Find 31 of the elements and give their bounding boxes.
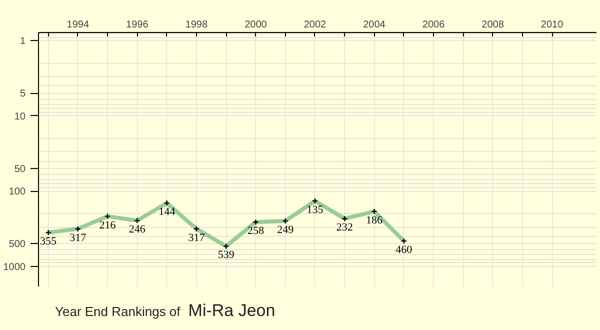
x-tick-label: 1994: [66, 20, 90, 30]
x-tick-label: 2010: [540, 20, 564, 30]
x-tick-label: 1996: [126, 20, 149, 30]
text: Mi-Ra Jeon: [188, 301, 276, 320]
x-tick-label: 2002: [304, 20, 327, 30]
data-label: 317: [188, 232, 206, 244]
y-tick-label: 50: [14, 164, 26, 175]
data-label: 216: [99, 219, 116, 232]
data-label: 246: [128, 224, 146, 236]
x-tick-label: 2008: [482, 20, 504, 30]
y-tick-label: 1: [20, 36, 26, 48]
data-label: 144: [158, 206, 176, 218]
data-label: 355: [40, 236, 58, 248]
y-tick-label: 1000: [3, 262, 26, 273]
y-tick-label: 100: [8, 186, 26, 198]
x-tick-label: 2006: [422, 20, 446, 30]
data-label: 186: [366, 214, 383, 226]
x-tick-label: 1998: [185, 20, 208, 30]
data-label: 135: [306, 204, 324, 216]
data-label: 317: [70, 232, 87, 244]
data-label: 460: [396, 244, 413, 256]
y-tick-label: 10: [14, 111, 26, 122]
x-tick-label: 2000: [244, 20, 268, 30]
text: Year End Rankings of: [55, 304, 180, 319]
data-label: 232: [336, 222, 353, 234]
y-tick-label: 500: [8, 239, 26, 250]
x-tick-label: 2004: [363, 20, 386, 30]
data-label: 539: [218, 249, 235, 262]
y-tick-label: 5: [20, 88, 26, 100]
data-label: 258: [247, 225, 264, 238]
data-label: 249: [277, 224, 294, 236]
